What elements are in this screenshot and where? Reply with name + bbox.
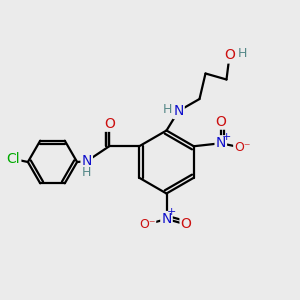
Text: +: + [221, 132, 231, 142]
Text: H: H [82, 166, 92, 179]
Text: N: N [216, 136, 226, 150]
Text: +: + [167, 207, 177, 218]
Text: O⁻: O⁻ [234, 141, 250, 154]
Text: N: N [173, 104, 184, 118]
Text: O: O [224, 49, 235, 62]
Text: N: N [82, 154, 92, 168]
Text: O⁻: O⁻ [139, 218, 155, 231]
Text: O: O [215, 115, 226, 129]
Text: H: H [237, 47, 247, 61]
Text: Cl: Cl [7, 152, 20, 166]
Text: O: O [104, 117, 115, 131]
Text: O: O [181, 218, 191, 231]
Text: N: N [161, 212, 172, 226]
Text: H: H [162, 103, 172, 116]
